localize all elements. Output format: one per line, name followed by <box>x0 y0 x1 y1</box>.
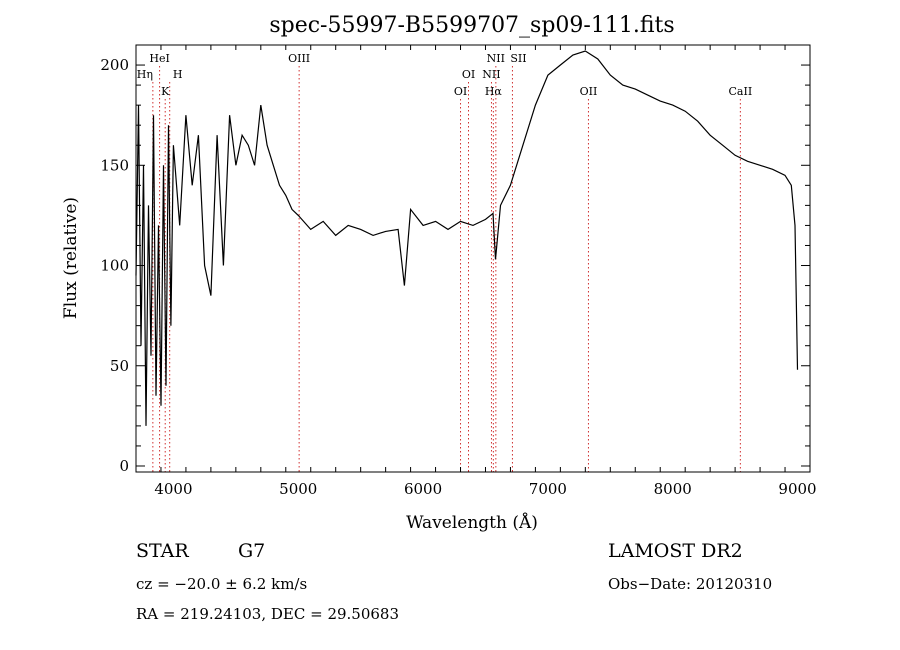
y-tick-label: 0 <box>119 457 129 475</box>
y-tick-label: 50 <box>110 357 129 375</box>
plot-frame <box>135 44 811 473</box>
x-tick-label: 9000 <box>778 480 816 498</box>
spectrum-line <box>135 50 799 426</box>
y-tick-label: 100 <box>100 257 129 275</box>
x-tick-label: 8000 <box>654 480 692 498</box>
spectral-line-label: Hα <box>485 85 503 98</box>
y-tick-label: 200 <box>100 56 129 74</box>
x-tick-label: 4000 <box>154 480 192 498</box>
spectral-line-label: Hη <box>137 68 153 81</box>
spectral-line-label: H <box>173 68 183 81</box>
spectral-line-label: K <box>161 85 170 98</box>
x-axis-label: Wavelength (Å) <box>406 512 538 533</box>
spectral-line-label: OI <box>454 85 467 98</box>
object-class: STAR <box>136 540 189 562</box>
spectral-line-label: OII <box>580 85 598 98</box>
observation-date: Obs−Date: 20120310 <box>608 575 773 593</box>
x-axis-ticks: 4000 5000 6000 7000 8000 9000 <box>135 45 817 498</box>
spectral-subclass: G7 <box>238 540 266 562</box>
x-tick-label: 5000 <box>279 480 317 498</box>
x-tick-label: 7000 <box>529 480 567 498</box>
y-tick-label: 150 <box>100 156 129 174</box>
sky-coordinates: RA = 219.24103, DEC = 29.50683 <box>136 605 400 623</box>
y-axis-label: Flux (relative) <box>61 197 81 319</box>
chart-title: spec-55997-B5599707_sp09-111.fits <box>269 13 674 38</box>
survey-name: LAMOST DR2 <box>608 540 743 562</box>
y-axis-ticks: 0 50 100 150 200 <box>100 44 810 475</box>
spectral-line-label: SII <box>510 52 526 65</box>
redshift-velocity: cz = −20.0 ± 6.2 km/s <box>136 575 308 593</box>
spectral-line-label: HeI <box>149 52 169 65</box>
x-tick-label: 6000 <box>404 480 442 498</box>
spectral-line-label: OI <box>462 68 475 81</box>
spectral-line-label: CaII <box>729 85 753 98</box>
spectral-line-label: NII <box>482 68 500 81</box>
spectral-line-label: NII <box>487 52 505 65</box>
spectral-line-label: OIII <box>288 52 310 65</box>
spectral-line-markers: HeI Hη HK OIII OI OI NII NII Hα SII OII CaII <box>137 52 752 472</box>
